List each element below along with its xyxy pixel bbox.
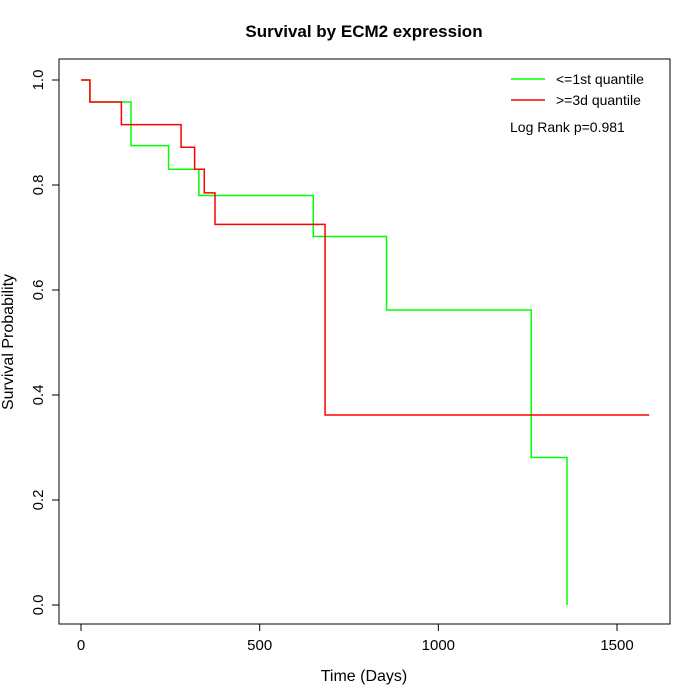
y-tick-label: 0.8 bbox=[30, 175, 47, 196]
y-tick-label: 0.0 bbox=[30, 595, 47, 616]
x-axis-label: Time (Days) bbox=[321, 668, 408, 685]
legend: <=1st quantile >=3d quantile bbox=[511, 71, 644, 108]
x-tick-label: 1000 bbox=[422, 637, 455, 654]
y-tick-label: 0.4 bbox=[30, 385, 47, 406]
series-line-1 bbox=[81, 79, 650, 416]
y-axis: 0.0 0.2 0.4 0.6 0.8 1.0 bbox=[30, 70, 60, 616]
legend-label-0: <=1st quantile bbox=[556, 71, 644, 87]
x-axis: 0 500 1000 1500 bbox=[77, 623, 634, 654]
log-rank-annotation: Log Rank p=0.981 bbox=[510, 119, 625, 135]
y-tick-label: 0.6 bbox=[30, 280, 47, 301]
x-tick-label: 1500 bbox=[600, 637, 633, 654]
y-axis-label: Survival Probability bbox=[0, 274, 17, 410]
chart-title: Survival by ECM2 expression bbox=[245, 22, 482, 41]
y-tick-label: 0.2 bbox=[30, 490, 47, 511]
x-tick-label: 500 bbox=[247, 637, 272, 654]
plot-frame bbox=[58, 58, 671, 625]
series-line-0 bbox=[81, 79, 568, 605]
series-layer bbox=[81, 79, 650, 605]
legend-label-1: >=3d quantile bbox=[556, 92, 641, 108]
y-tick-label: 1.0 bbox=[30, 70, 47, 91]
x-tick-label: 0 bbox=[77, 637, 85, 654]
